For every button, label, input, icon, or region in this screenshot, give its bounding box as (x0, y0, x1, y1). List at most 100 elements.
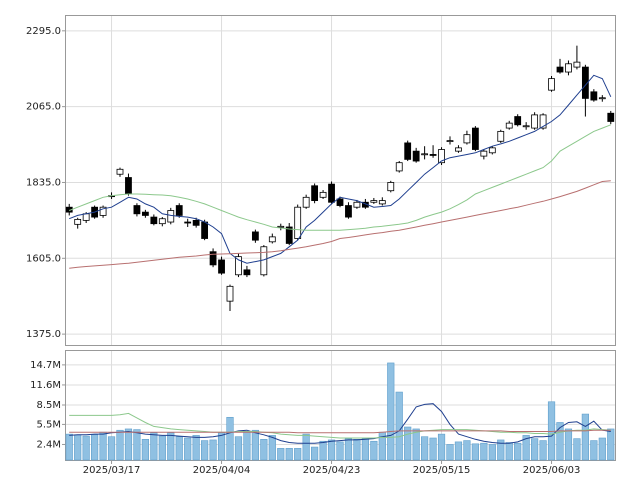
candle-body (480, 150, 488, 157)
candle-body (302, 196, 310, 208)
candle-body (497, 130, 505, 142)
volume-bar (226, 416, 234, 461)
candle-body (522, 125, 530, 128)
volume-bar (327, 439, 336, 461)
candle-body (285, 226, 293, 244)
candle-body (395, 162, 403, 172)
candle-body (133, 205, 141, 215)
volume-bar (167, 432, 175, 461)
volume-bar (387, 362, 395, 461)
y-tick-label: 1605.0 (26, 253, 61, 264)
candle-body (294, 206, 302, 239)
x-tick-label: 2025/03/17 (83, 465, 141, 476)
candle-body (209, 251, 217, 266)
moving-average-line (69, 180, 611, 269)
moving-average-line (69, 124, 611, 231)
candle-body (505, 122, 513, 129)
volume-bar (488, 444, 496, 461)
volume-bar (463, 440, 471, 461)
candle-body (548, 78, 555, 91)
x-tick-label: 2025/05/15 (413, 465, 471, 476)
volume-bar (454, 441, 463, 461)
candle-body (268, 236, 276, 243)
candle-body (488, 147, 496, 154)
volume-bar (446, 444, 454, 461)
volume-bar (217, 432, 226, 461)
volume-bar (556, 422, 564, 461)
volume-bar (361, 438, 369, 461)
y-tick-label: 1375.0 (26, 329, 61, 340)
y-tick-label: 2295.0 (26, 26, 61, 37)
volume-bar (497, 439, 505, 461)
candle-body (116, 168, 124, 175)
moving-average-line (69, 74, 612, 264)
candle-body (345, 205, 352, 218)
volume-bar (353, 438, 361, 461)
volume-bar (107, 436, 116, 461)
volume-bar (150, 432, 158, 461)
candle-body (438, 149, 445, 164)
candle-body (243, 269, 251, 276)
y-tick-label: 2065.0 (26, 102, 61, 113)
volume-bar (573, 438, 581, 461)
volume-bar (116, 429, 124, 461)
y-tick-label: 1835.0 (26, 177, 61, 188)
candle-body (82, 213, 90, 221)
candle-body (421, 153, 429, 156)
volume-bar (395, 391, 403, 461)
x-tick-label: 2025/04/23 (303, 465, 361, 476)
volume-bar (480, 442, 488, 461)
volume-bar (539, 440, 547, 461)
candle-body (429, 154, 437, 156)
candle-body (378, 200, 386, 205)
candle-body (387, 182, 395, 192)
candle-body (99, 206, 107, 216)
volume-bar (514, 442, 522, 461)
candle-body (277, 225, 285, 228)
moving-average-line (69, 403, 611, 444)
volume-bar (598, 437, 606, 461)
volume-bar (319, 440, 327, 461)
candle-body (150, 216, 158, 225)
volume-bar (344, 438, 353, 461)
volume-bar (404, 426, 412, 461)
volume-bar (201, 440, 209, 461)
candle-body (218, 259, 225, 274)
volume-bar (133, 429, 141, 461)
candle-body (463, 134, 471, 144)
candle-body (319, 191, 327, 198)
volume-bar (429, 437, 437, 461)
moving-average-line (69, 412, 611, 439)
candle-body (590, 91, 598, 101)
volume-bar (65, 433, 73, 461)
volume-bar (607, 428, 615, 461)
candle-body (328, 183, 335, 203)
volume-bar (471, 443, 479, 461)
volume-bar (192, 435, 200, 461)
candle-body (581, 66, 589, 99)
volume-bar (437, 433, 446, 461)
volume-bar (294, 448, 302, 461)
candle-body (336, 198, 344, 206)
volume-bar (124, 428, 133, 461)
volume-bar (209, 439, 217, 461)
candle-body (370, 200, 378, 203)
x-tick-label: 2025/04/04 (193, 465, 251, 476)
volume-bar (531, 438, 539, 461)
candle-body (251, 231, 259, 241)
candle-body (226, 285, 234, 302)
volume-bar (505, 442, 513, 461)
candle-body (565, 63, 572, 73)
y-tick-label: 14.7M (30, 360, 61, 371)
candle-body (175, 205, 183, 216)
x-tick-label: 2025/06/03 (523, 465, 581, 476)
volume-bar (158, 435, 166, 461)
candle-body (539, 114, 547, 129)
volume-bar (421, 436, 429, 461)
volume-bar (336, 441, 344, 461)
candle-body (192, 219, 200, 226)
volume-bar (564, 428, 573, 461)
y-tick-label: 8.5M (36, 400, 61, 411)
volume-bar (285, 448, 293, 461)
